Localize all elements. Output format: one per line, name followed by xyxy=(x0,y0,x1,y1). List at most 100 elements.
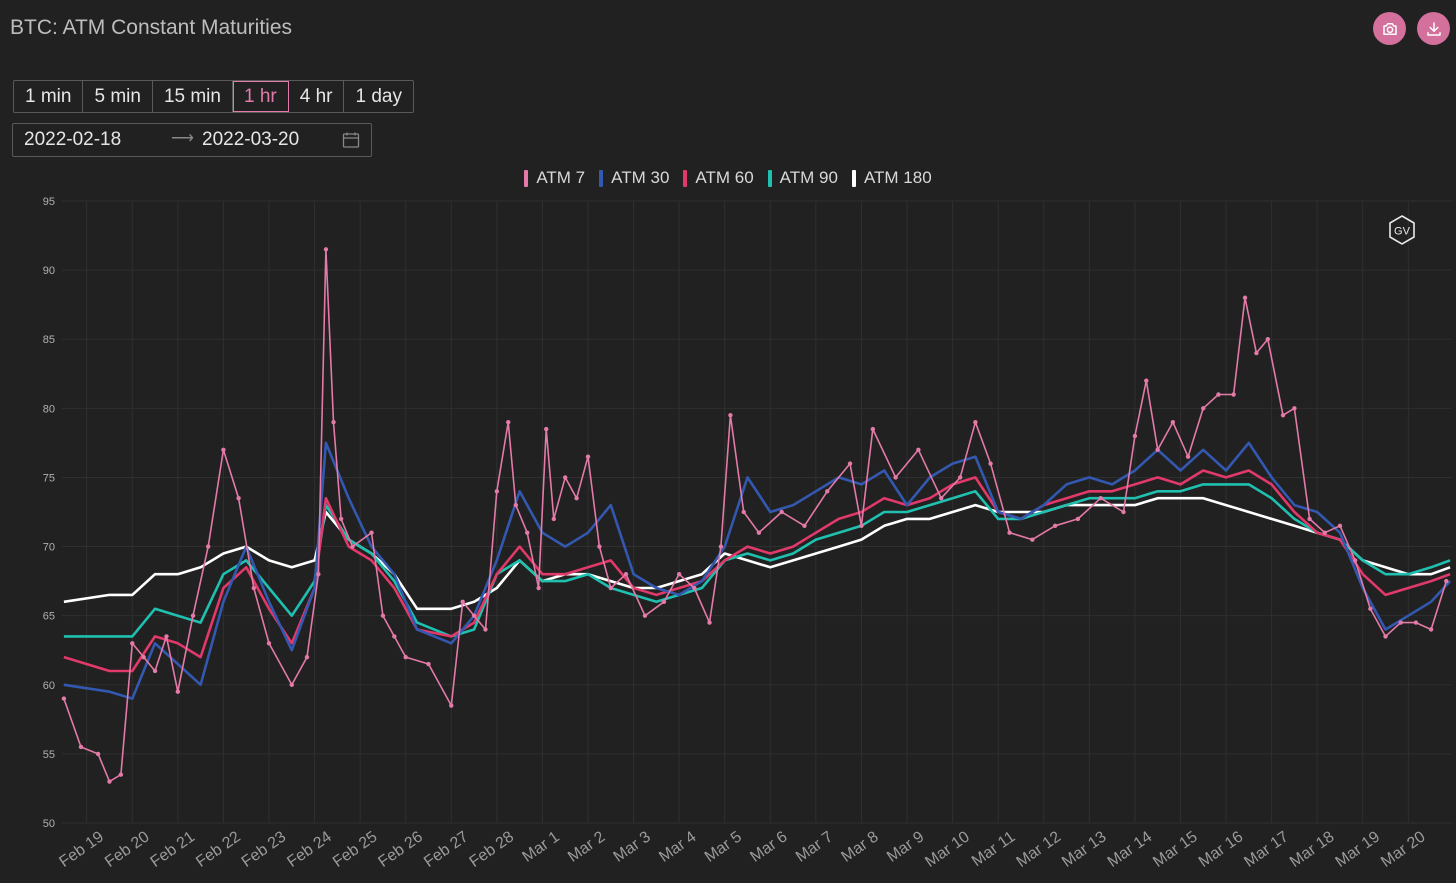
data-point xyxy=(350,544,355,549)
legend-item-atm60[interactable]: ATM 60 xyxy=(683,168,754,188)
legend-swatch xyxy=(683,169,688,187)
legend-item-atm30[interactable]: ATM 30 xyxy=(599,168,669,188)
data-point xyxy=(938,495,944,501)
data-point xyxy=(1144,378,1149,383)
data-point xyxy=(1337,523,1343,529)
x-tick-label: Mar 15 xyxy=(1150,828,1201,871)
data-point xyxy=(893,475,898,480)
download-button[interactable] xyxy=(1417,12,1450,45)
data-point xyxy=(597,544,602,549)
data-point xyxy=(78,744,84,750)
x-tick-label: Mar 2 xyxy=(565,828,608,865)
x-tick-label: Mar 7 xyxy=(793,828,836,865)
data-point xyxy=(513,502,519,508)
data-point xyxy=(152,668,158,674)
y-tick-label: 80 xyxy=(43,403,55,415)
series-line-atm-60 xyxy=(63,469,1451,673)
screenshot-button[interactable] xyxy=(1373,12,1406,45)
data-point xyxy=(331,419,336,425)
legend-label: ATM 7 xyxy=(536,168,586,187)
y-tick-label: 75 xyxy=(43,472,55,484)
data-point xyxy=(1292,406,1297,411)
x-tick-label: Feb 21 xyxy=(148,828,199,871)
data-point xyxy=(973,419,978,425)
y-tick-label: 60 xyxy=(43,680,55,692)
data-point xyxy=(661,599,667,605)
x-tick-label: Mar 3 xyxy=(611,828,654,865)
data-point xyxy=(107,779,112,784)
data-point xyxy=(536,585,541,591)
x-tick-label: Mar 16 xyxy=(1196,828,1247,871)
data-point xyxy=(825,489,830,494)
y-tick-label: 95 xyxy=(43,196,55,208)
data-point xyxy=(175,689,181,694)
series-line-atm-30 xyxy=(63,441,1452,700)
y-tick-label: 70 xyxy=(43,542,55,554)
data-point xyxy=(574,495,579,501)
series-line-atm-7 xyxy=(63,248,1448,783)
y-tick-label: 50 xyxy=(43,818,55,830)
end-date-input[interactable]: 2022-03-20 xyxy=(202,129,300,150)
x-tick-label: Feb 20 xyxy=(102,828,153,871)
data-point xyxy=(449,703,454,708)
data-point xyxy=(316,572,321,577)
data-point xyxy=(1280,413,1286,418)
legend-item-atm90[interactable]: ATM 90 xyxy=(767,168,838,188)
timeframe-15min[interactable]: 15 min xyxy=(153,81,233,112)
data-point xyxy=(1242,295,1248,300)
legend-swatch xyxy=(767,169,772,187)
data-point xyxy=(551,516,557,522)
x-tick-label: Feb 26 xyxy=(375,828,426,871)
data-point xyxy=(957,475,963,480)
data-point xyxy=(164,634,169,639)
data-point xyxy=(988,461,993,466)
timeframe-4hr[interactable]: 4 hr xyxy=(289,81,345,112)
arrow-right-icon: ⟶ xyxy=(171,130,194,147)
timeframe-5min[interactable]: 5 min xyxy=(83,81,153,112)
data-point xyxy=(916,447,921,452)
timeframe-1day[interactable]: 1 day xyxy=(355,86,402,107)
data-point xyxy=(676,572,682,577)
x-tick-label: Feb 19 xyxy=(56,828,107,871)
data-point xyxy=(236,495,241,501)
data-point xyxy=(1413,620,1419,625)
legend-item-atm7[interactable]: ATM 7 xyxy=(524,168,585,188)
legend-swatch xyxy=(524,169,529,187)
legend-item-atm180[interactable]: ATM 180 xyxy=(851,168,932,188)
data-point xyxy=(718,544,724,549)
legend-label: ATM 180 xyxy=(863,168,932,187)
data-point xyxy=(1052,523,1058,529)
x-tick-label: Mar 10 xyxy=(922,828,973,871)
x-tick-label: Mar 13 xyxy=(1059,828,1110,871)
x-tick-label: Mar 20 xyxy=(1378,828,1429,871)
start-date-input[interactable]: 2022-02-18 xyxy=(24,129,122,150)
data-point xyxy=(130,641,135,646)
data-point xyxy=(251,585,256,591)
x-tick-label: Mar 11 xyxy=(969,828,1019,870)
calendar-icon[interactable] xyxy=(342,131,360,149)
data-point xyxy=(1216,392,1221,397)
download-icon xyxy=(1426,21,1441,36)
data-point xyxy=(1322,530,1327,535)
data-point xyxy=(1121,509,1126,515)
data-point xyxy=(544,426,549,432)
data-point xyxy=(118,772,124,777)
data-point xyxy=(471,613,477,618)
data-point xyxy=(323,247,329,252)
data-point xyxy=(1170,419,1176,425)
data-point xyxy=(585,454,591,459)
data-point xyxy=(859,523,864,529)
x-tick-label: Mar 17 xyxy=(1241,828,1292,871)
data-point xyxy=(563,475,568,480)
data-point xyxy=(1201,406,1206,411)
data-point xyxy=(338,516,344,522)
data-point xyxy=(460,599,465,605)
page-title: BTC: ATM Constant Maturities xyxy=(10,16,293,39)
timeframe-1hr[interactable]: 1 hr xyxy=(232,81,289,112)
legend-label: ATM 30 xyxy=(611,168,670,187)
data-point xyxy=(525,530,530,535)
data-point xyxy=(483,627,488,632)
timeframe-1min[interactable]: 1 min xyxy=(14,81,84,112)
x-tick-label: Feb 22 xyxy=(193,828,244,871)
x-tick-label: Mar 4 xyxy=(656,828,699,865)
